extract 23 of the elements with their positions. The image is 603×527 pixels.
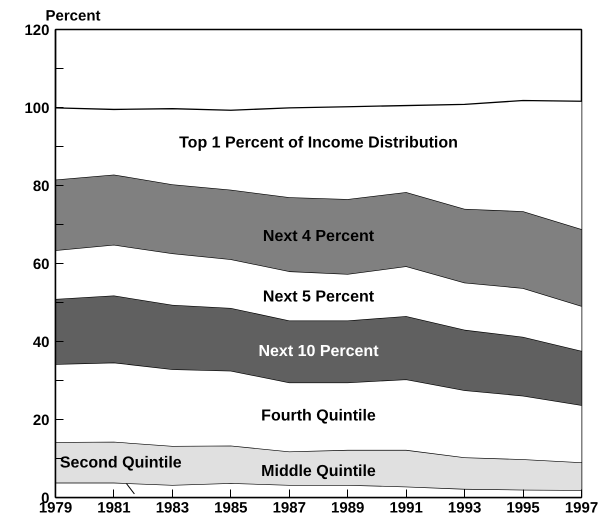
x-tick-label: 1983 bbox=[156, 500, 190, 516]
y-axis-title: Percent bbox=[46, 8, 101, 24]
series-label: Fourth Quintile bbox=[261, 408, 376, 425]
x-tick-label: 1991 bbox=[389, 500, 423, 516]
series-label: Next 5 Percent bbox=[262, 288, 375, 306]
y-tick-label: 120 bbox=[24, 22, 50, 39]
series-label: Next 4 Percent bbox=[262, 228, 375, 246]
x-tick-label: 1993 bbox=[448, 500, 482, 516]
y-tick-label: 80 bbox=[32, 178, 50, 195]
series-label: Middle Quintile bbox=[261, 462, 376, 480]
x-tick-label: 1985 bbox=[214, 500, 248, 516]
x-tick-label: 1995 bbox=[506, 500, 540, 516]
series-label: Top 1 Percent of Income Distribution bbox=[179, 134, 458, 152]
y-tick-label: 100 bbox=[24, 100, 50, 117]
x-tick-label: 1987 bbox=[272, 500, 306, 516]
series-label: Second Quintile bbox=[60, 454, 182, 472]
y-tick-label: 20 bbox=[32, 412, 50, 429]
x-tick-label: 1989 bbox=[331, 500, 364, 516]
x-tick-label: 1981 bbox=[97, 500, 131, 516]
y-tick-label: 60 bbox=[32, 256, 50, 273]
x-tick-label: 1997 bbox=[564, 500, 598, 516]
series-label: Next 10 Percent bbox=[258, 342, 380, 360]
y-tick-label: 40 bbox=[32, 334, 50, 351]
